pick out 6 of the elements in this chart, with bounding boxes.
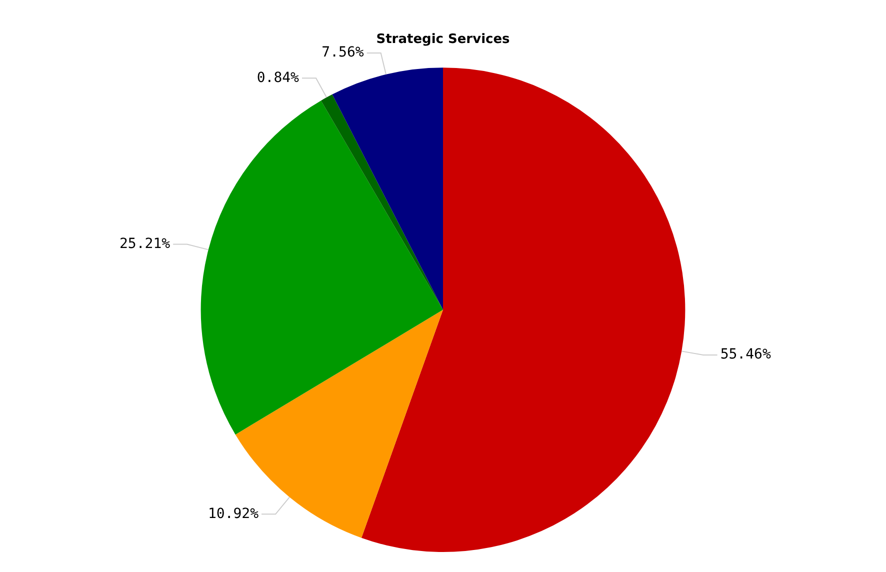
data-label: 25.21% (119, 236, 171, 252)
data-label: 10.92% (208, 506, 260, 522)
data-label: 7.56% (322, 44, 364, 61)
data-label: 0.84% (256, 70, 300, 86)
chart-title: Strategic Services (376, 32, 510, 48)
data-label: 55.46% (720, 346, 772, 363)
